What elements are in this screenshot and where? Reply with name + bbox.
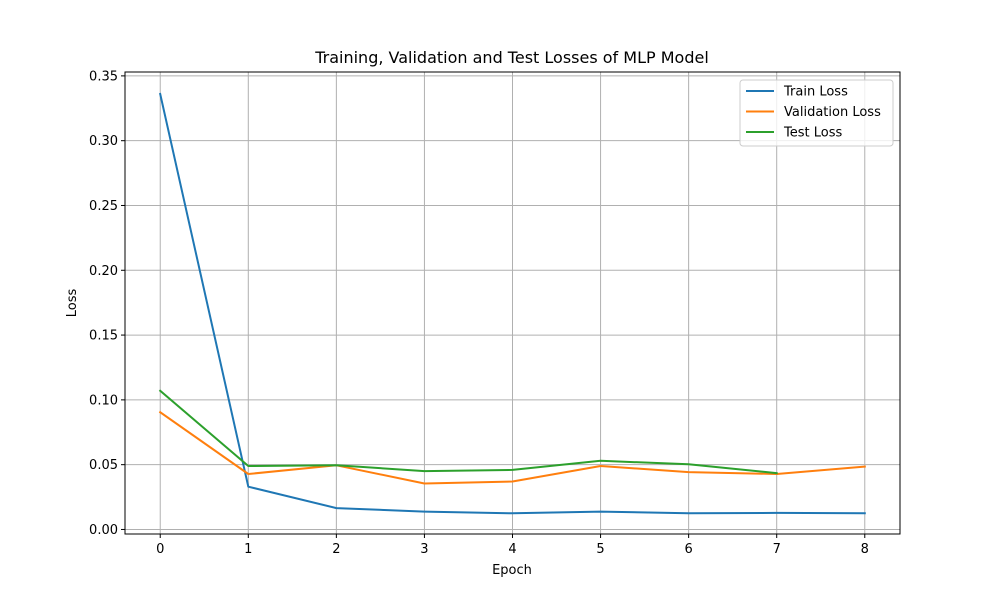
chart-title: Training, Validation and Test Losses of … bbox=[314, 48, 709, 67]
x-tick-label: 0 bbox=[156, 542, 164, 557]
y-tick-label: 0.35 bbox=[89, 69, 118, 84]
grid bbox=[125, 72, 900, 534]
x-tick-label: 4 bbox=[508, 542, 516, 557]
y-axis-label: Loss bbox=[65, 289, 80, 318]
x-axis-ticks: 0 1 2 3 4 5 6 7 8 bbox=[156, 534, 869, 557]
y-tick-label: 0.25 bbox=[89, 199, 118, 214]
x-tick-label: 8 bbox=[861, 542, 869, 557]
x-axis-label: Epoch bbox=[492, 563, 532, 578]
series-line-test-loss bbox=[158, 389, 778, 475]
legend-box bbox=[739, 79, 894, 147]
x-tick-label: 7 bbox=[773, 542, 781, 557]
plot-lines bbox=[158, 92, 866, 515]
series-line-validation-loss bbox=[158, 410, 866, 485]
x-tick-label: 2 bbox=[332, 542, 340, 557]
y-tick-label: 0.20 bbox=[89, 264, 118, 279]
series-line-train-loss bbox=[159, 92, 866, 515]
legend-label-train-loss: Train Loss bbox=[783, 85, 848, 100]
x-tick-label: 3 bbox=[420, 542, 428, 557]
y-tick-label: 0.30 bbox=[89, 134, 118, 149]
y-tick-label: 0.10 bbox=[89, 393, 118, 408]
y-tick-label: 0.15 bbox=[89, 329, 118, 344]
legend-label-test-loss: Test Loss bbox=[783, 126, 842, 141]
legend-label-validation-loss: Validation Loss bbox=[784, 105, 881, 120]
x-tick-label: 6 bbox=[684, 542, 692, 557]
y-tick-label: 0.00 bbox=[89, 523, 118, 538]
legend: Train Loss Validation Loss Test Loss bbox=[739, 79, 894, 147]
x-tick-label: 1 bbox=[244, 542, 252, 557]
y-tick-label: 0.05 bbox=[89, 458, 118, 473]
y-axis-ticks: 0.00 0.05 0.10 0.15 0.20 0.25 0.30 0.35 bbox=[89, 69, 125, 538]
x-tick-label: 5 bbox=[596, 542, 604, 557]
